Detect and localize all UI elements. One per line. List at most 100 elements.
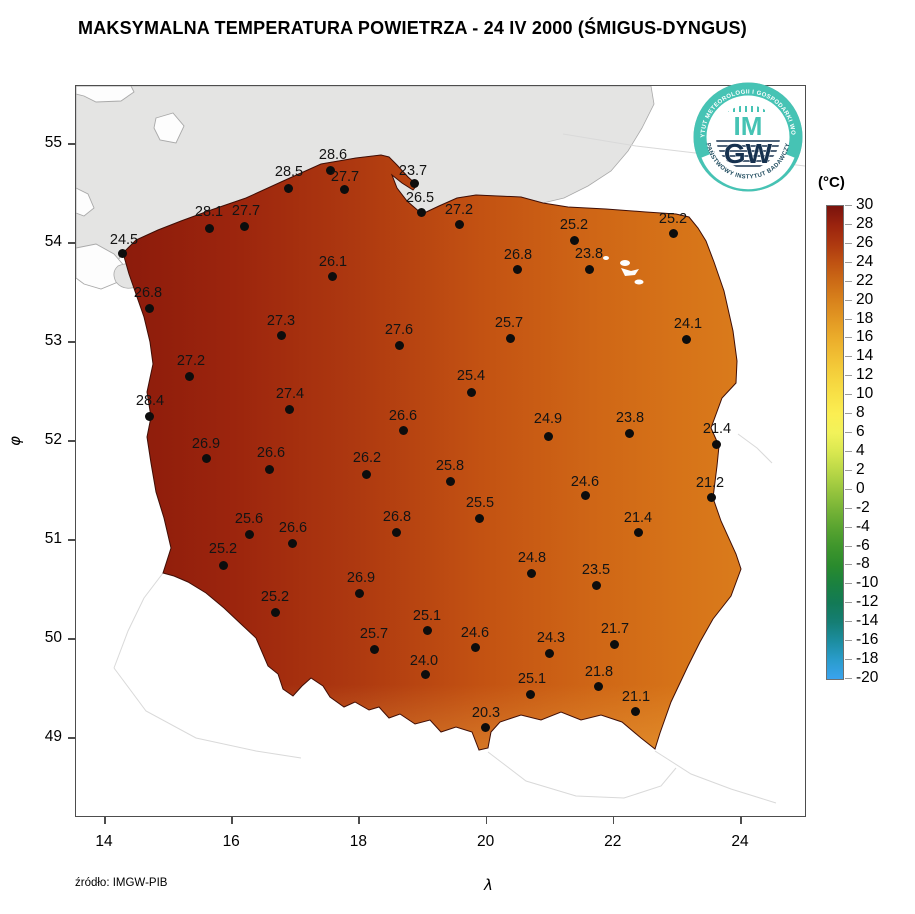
x-axis-tick: [104, 817, 106, 824]
colorbar-tick: [845, 413, 852, 415]
y-axis-tick: [68, 638, 75, 640]
station-dot: [394, 340, 404, 350]
colorbar-tick: [845, 242, 852, 244]
colorbar-tick: [845, 583, 852, 585]
station-dot: [609, 639, 619, 649]
colorbar-unit-label: (°C): [818, 174, 845, 191]
station-value: 25.8: [435, 458, 465, 474]
logo-abbr-gw: GW: [724, 138, 773, 169]
station-dot: [668, 228, 678, 238]
station-dot: [369, 644, 379, 654]
station-value: 21.7: [600, 621, 630, 637]
station-value: 23.5: [581, 562, 611, 578]
x-axis-label: 22: [604, 833, 622, 850]
station-value: 25.1: [412, 608, 442, 624]
station-dot: [276, 330, 286, 340]
colorbar: [826, 205, 844, 680]
station-value: 28.5: [274, 164, 304, 180]
x-axis-title: λ: [484, 876, 493, 894]
station-value: 28.4: [135, 393, 165, 409]
colorbar-tick-label: 2: [856, 460, 865, 478]
station-dot: [480, 722, 490, 732]
imgw-logo: IM GW INSTYTUT METEOROLOGII I GOSPODARKI…: [692, 81, 803, 192]
colorbar-tick: [845, 602, 852, 604]
colorbar-tick: [845, 375, 852, 377]
station-dot: [416, 207, 426, 217]
station-dot: [284, 404, 294, 414]
station-value: 26.6: [388, 408, 418, 424]
station-dot: [544, 648, 554, 658]
station-value: 27.4: [275, 386, 305, 402]
station-value: 28.6: [318, 147, 348, 163]
x-axis-tick: [485, 817, 488, 824]
y-axis-tick: [68, 341, 75, 343]
station-value: 21.2: [695, 475, 725, 491]
station-dot: [325, 165, 335, 175]
station-dot: [201, 453, 211, 463]
colorbar-tick-label: -4: [856, 517, 870, 535]
station-value: 24.0: [409, 653, 439, 669]
colorbar-tick: [845, 469, 852, 471]
colorbar-tick: [845, 545, 852, 547]
colorbar-tick: [845, 394, 852, 396]
station-value: 26.8: [133, 285, 163, 301]
station-dot: [681, 334, 691, 344]
logo-abbr-im: IM: [734, 111, 763, 141]
station-dot: [264, 464, 274, 474]
colorbar-tick-label: -16: [856, 631, 879, 649]
colorbar-tick-label: 8: [856, 404, 865, 422]
station-value: 26.6: [278, 520, 308, 536]
x-axis-label: 16: [222, 833, 240, 850]
colorbar-tick-label: 10: [856, 385, 874, 403]
colorbar-tick: [845, 261, 852, 263]
station-value: 24.8: [517, 550, 547, 566]
station-dot: [184, 371, 194, 381]
station-value: 25.1: [517, 671, 547, 687]
station-dot: [391, 527, 401, 537]
colorbar-tick: [845, 488, 852, 490]
x-axis-tick: [612, 817, 615, 824]
station-value: 25.6: [234, 511, 264, 527]
station-dot: [593, 681, 603, 691]
y-axis-label: 49: [44, 728, 62, 745]
y-axis-label: 50: [44, 629, 62, 646]
colorbar-tick: [845, 678, 852, 679]
colorbar-tick: [845, 205, 852, 206]
station-value: 25.2: [559, 217, 589, 233]
x-axis-tick: [231, 817, 233, 824]
colorbar-tick-label: 6: [856, 423, 865, 441]
station-value: 24.3: [536, 630, 566, 646]
colorbar-tick-label: 18: [856, 309, 874, 327]
station-value: 23.8: [574, 246, 604, 262]
colorbar-tick: [845, 318, 852, 320]
colorbar-tick: [845, 526, 852, 528]
colorbar-tick-label: 22: [856, 271, 874, 289]
station-dot: [445, 476, 455, 486]
colorbar-tick: [845, 432, 852, 434]
station-dot: [633, 527, 643, 537]
colorbar-tick-label: -6: [856, 536, 870, 554]
station-value: 24.6: [460, 625, 490, 641]
colorbar-tick: [845, 356, 852, 358]
island-bornholm: [153, 112, 185, 144]
station-dot: [525, 689, 535, 699]
station-value: 28.1: [194, 204, 224, 220]
mazury-lakes: [603, 256, 644, 285]
y-axis-label: 53: [44, 332, 62, 349]
colorbar-tick-label: 12: [856, 366, 874, 384]
y-axis-tick: [68, 242, 75, 244]
station-value: 24.9: [533, 411, 563, 427]
station-value: 26.8: [382, 509, 412, 525]
colorbar-tick-label: 30: [856, 196, 874, 213]
station-value: 27.7: [231, 203, 261, 219]
colorbar-tick: [845, 640, 852, 642]
station-value: 27.3: [266, 313, 296, 329]
station-value: 25.2: [208, 541, 238, 557]
y-axis-label: 51: [44, 530, 62, 547]
station-dot: [144, 303, 154, 313]
station-dot: [270, 607, 280, 617]
station-dot: [584, 264, 594, 274]
station-dot: [409, 178, 419, 188]
station-dot: [239, 221, 249, 231]
